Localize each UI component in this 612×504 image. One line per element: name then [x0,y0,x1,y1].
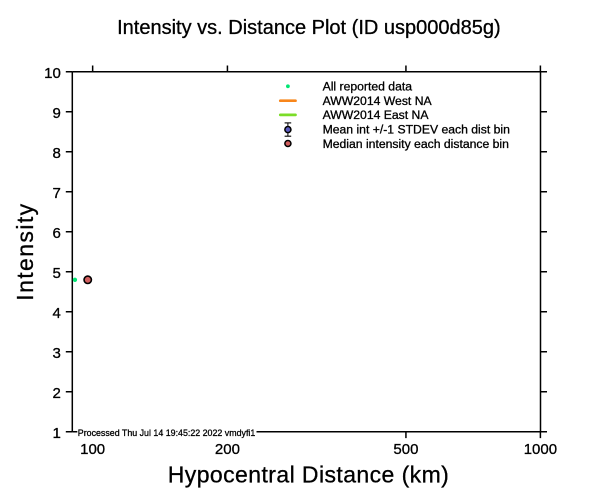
x-tick-label: 1000 [524,441,557,458]
x-axis-title: Hypocentral Distance (km) [168,462,449,488]
y-axis-title: Intensity [12,202,38,300]
y-tick-label: 8 [52,145,60,162]
left-ticks [65,71,73,433]
legend: All reported data AWW2014 West NA AWW201… [278,79,510,151]
x-axis-ticks [91,65,542,439]
y-tick-label: 3 [52,345,60,362]
plot-frame [71,71,542,433]
y-tick-label: 2 [52,385,60,402]
data-points [72,275,93,285]
x-axis-labels: 100 200 500 1000 [80,441,557,458]
y-tick-label: 10 [44,65,61,82]
x-tick-label: 100 [80,441,105,458]
frame-top-left-right [71,71,542,432]
y-tick-label: 4 [52,305,60,322]
x-tick-label: 500 [393,441,418,458]
data-point-all-reported [72,277,78,282]
processed-footnote: Processed Thu Jul 14 19:45:22 2022 vmdyf… [78,428,256,439]
legend-marker-mean-int-stdev [284,122,292,137]
y-tick-label: 5 [52,265,60,282]
legend-label-mean-int-stdev: Mean int +/-1 STDEV each dist bin [323,123,510,137]
legend-label-all-reported-data: All reported data [323,80,413,94]
legend-label-aww2014-east-na: AWW2014 East NA [323,108,430,122]
legend-marker-all-reported-data [286,84,290,89]
top-ticks [91,65,542,72]
legend-label-aww2014-west-na: AWW2014 West NA [323,94,433,108]
bottom-ticks [405,431,542,439]
y-axis-ticks [65,71,547,433]
y-tick-label: 6 [52,225,60,242]
right-ticks [540,71,547,433]
y-tick-label: 9 [52,105,60,122]
x-tick-label: 200 [215,441,240,458]
chart-title: Intensity vs. Distance Plot (ID usp000d8… [117,17,501,39]
legend-label-median-intensity: Median intensity each distance bin [323,137,509,151]
legend-marker-median-intensity [284,139,292,148]
data-point-median-bin [83,275,93,285]
y-tick-label: 7 [52,185,60,202]
y-tick-label: 1 [52,425,60,442]
y-axis-labels: 10 9 8 7 6 5 4 3 2 1 [44,65,61,442]
